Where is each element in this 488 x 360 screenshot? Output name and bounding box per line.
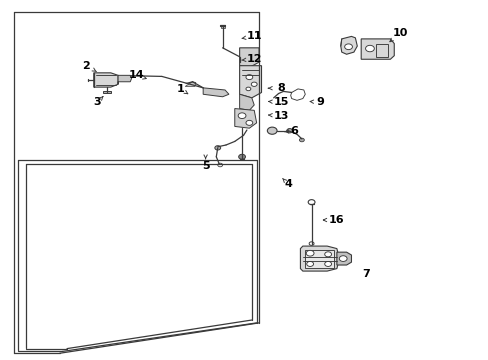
- Polygon shape: [340, 36, 357, 54]
- Text: 9: 9: [316, 97, 324, 107]
- Polygon shape: [300, 246, 339, 271]
- Circle shape: [306, 261, 313, 266]
- Circle shape: [267, 127, 277, 134]
- Bar: [220, 24, 224, 28]
- Polygon shape: [336, 252, 351, 265]
- Text: 14: 14: [128, 70, 144, 80]
- Polygon shape: [239, 94, 254, 111]
- Circle shape: [214, 146, 220, 150]
- Text: 16: 16: [328, 215, 344, 225]
- Text: 8: 8: [277, 83, 284, 93]
- Circle shape: [245, 75, 252, 80]
- Polygon shape: [118, 75, 131, 84]
- Circle shape: [324, 252, 331, 257]
- Text: 12: 12: [246, 54, 262, 64]
- Polygon shape: [305, 249, 334, 267]
- Circle shape: [344, 44, 352, 50]
- Circle shape: [251, 82, 257, 86]
- Text: 5: 5: [202, 161, 209, 171]
- Polygon shape: [94, 73, 118, 87]
- Circle shape: [324, 261, 331, 266]
- Polygon shape: [239, 48, 259, 67]
- Circle shape: [286, 129, 292, 133]
- Circle shape: [217, 163, 222, 167]
- Circle shape: [339, 256, 346, 261]
- Circle shape: [238, 154, 245, 159]
- Text: 10: 10: [391, 28, 407, 38]
- Polygon shape: [103, 91, 111, 93]
- Text: 2: 2: [82, 61, 90, 71]
- Polygon shape: [234, 109, 256, 128]
- Circle shape: [365, 45, 373, 52]
- Text: 13: 13: [273, 111, 288, 121]
- Circle shape: [299, 138, 304, 142]
- Circle shape: [245, 120, 252, 125]
- Circle shape: [245, 87, 250, 91]
- Text: 6: 6: [289, 126, 297, 136]
- Text: 1: 1: [176, 84, 184, 94]
- Circle shape: [307, 200, 314, 204]
- Circle shape: [305, 250, 313, 256]
- Polygon shape: [239, 66, 261, 98]
- Polygon shape: [185, 82, 196, 86]
- Circle shape: [308, 242, 313, 246]
- Text: 7: 7: [362, 269, 369, 279]
- Polygon shape: [361, 39, 393, 59]
- Text: 15: 15: [273, 97, 288, 107]
- Circle shape: [238, 113, 245, 118]
- Text: 4: 4: [284, 179, 292, 189]
- Polygon shape: [203, 88, 228, 97]
- Text: 3: 3: [93, 98, 101, 108]
- Text: 11: 11: [246, 31, 262, 41]
